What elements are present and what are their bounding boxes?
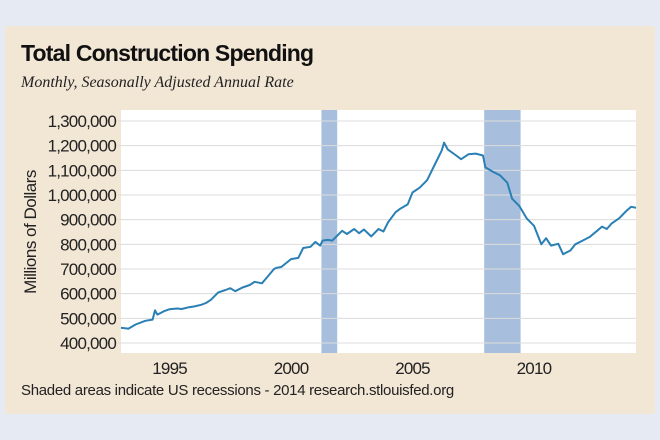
y-axis-label: Millions of Dollars (21, 170, 40, 294)
x-tick-label: 1995 (152, 359, 187, 378)
plot-area (121, 110, 636, 353)
y-tick-label: 500,000 (60, 309, 116, 328)
recession-band (321, 110, 338, 353)
y-tick-label: 1,200,000 (48, 137, 117, 156)
y-tick-label: 600,000 (60, 285, 116, 304)
y-tick-label: 1,100,000 (48, 161, 117, 180)
x-tick-label: 2010 (517, 359, 552, 378)
y-tick-label: 900,000 (60, 211, 116, 230)
series-line (120, 141, 637, 330)
y-tick-label: 1,000,000 (48, 186, 117, 205)
x-tick-label: 2005 (395, 359, 430, 378)
chart-title: Total Construction Spending (21, 40, 314, 66)
y-tick-label: 400,000 (60, 334, 116, 353)
chart-subtitle: Monthly, Seasonally Adjusted Annual Rate (21, 74, 294, 91)
x-tick-label: 2000 (274, 359, 309, 378)
y-tick-label: 1,300,000 (48, 112, 117, 131)
recession-band (484, 110, 521, 353)
y-tick-label: 800,000 (60, 235, 116, 254)
chart-note: Shaded areas indicate US recessions - 20… (21, 382, 454, 399)
y-tick-label: 700,000 (60, 260, 116, 279)
